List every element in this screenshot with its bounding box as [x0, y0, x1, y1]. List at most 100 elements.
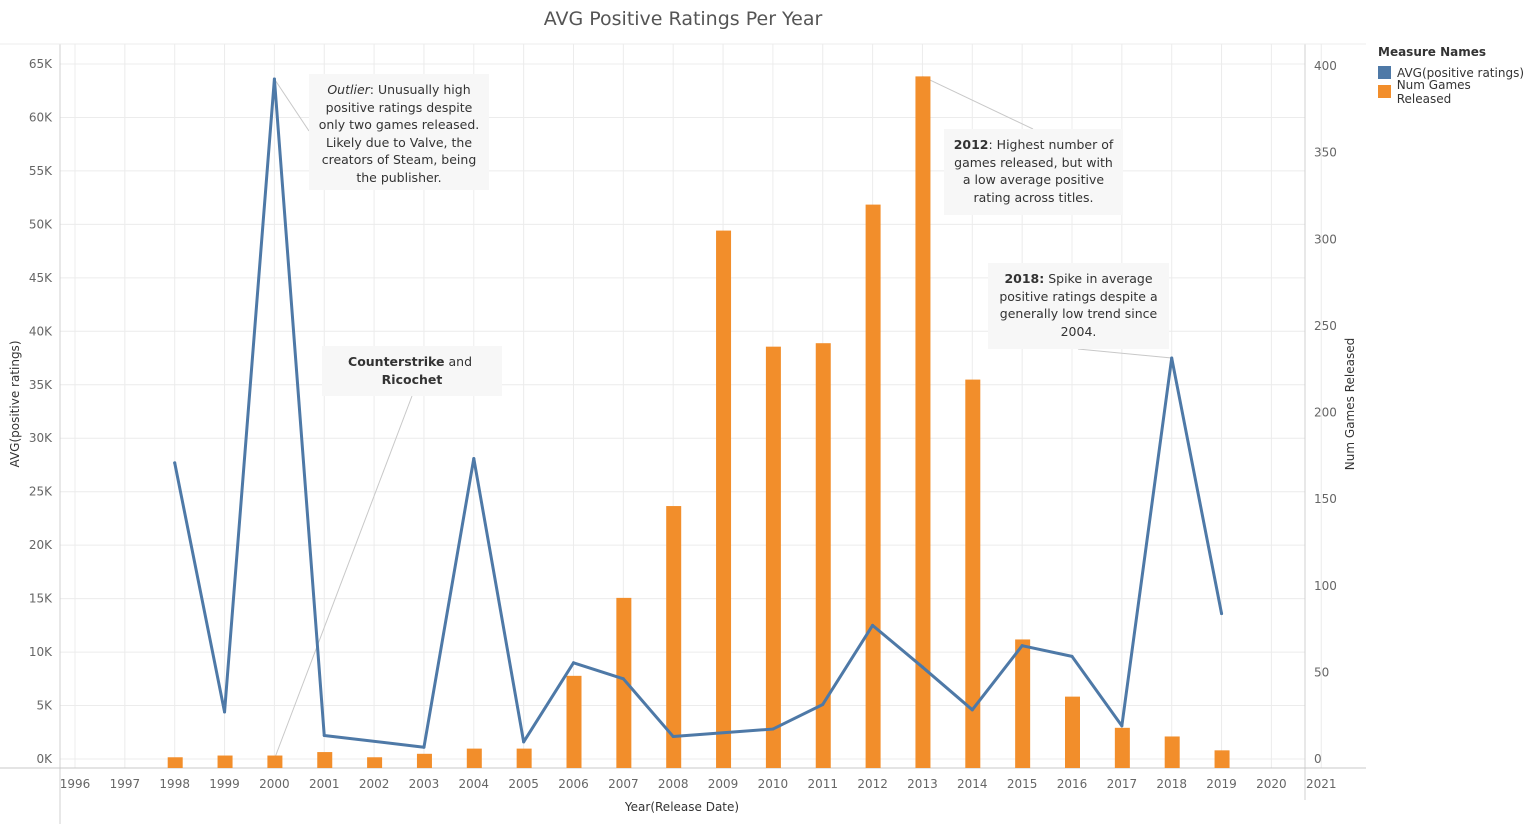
bar	[666, 506, 682, 768]
x-tick-label: 2006	[558, 777, 589, 791]
annotation-2012: 2012: Highest number of games released, …	[944, 129, 1123, 215]
line-point	[272, 77, 276, 81]
x-tick-label: 2021	[1306, 777, 1337, 791]
line-point	[1220, 612, 1224, 616]
bar	[267, 755, 283, 768]
x-tick-label: 1997	[110, 777, 141, 791]
bar	[1164, 736, 1180, 768]
annotation-2018-label: 2018:	[1004, 271, 1045, 286]
line-point	[472, 457, 476, 461]
bar	[1214, 750, 1230, 768]
y-right-tick-label: 200	[1314, 406, 1337, 420]
x-tick-label: 2009	[708, 777, 739, 791]
line-point	[621, 677, 625, 681]
bar	[965, 379, 981, 768]
y-right-tick-label: 350	[1314, 146, 1337, 160]
legend-title: Measure Names	[1378, 45, 1487, 59]
x-tick-label: 1999	[209, 777, 240, 791]
x-axis-label: Year(Release Date)	[624, 800, 739, 814]
x-tick-label: 2017	[1107, 777, 1138, 791]
y-left-tick-label: 60K	[29, 110, 53, 124]
annotation-outlier-text: : Unusually high positive ratings despit…	[318, 82, 480, 185]
line-point	[572, 661, 575, 665]
legend-swatch-avg	[1378, 66, 1391, 79]
x-tick-label: 2000	[259, 777, 290, 791]
annotation-counterstrike-name1: Counterstrike	[348, 354, 445, 369]
line-series	[173, 77, 1224, 749]
y-right-tick-label: 400	[1314, 59, 1337, 73]
y-right-tick-label: 300	[1314, 232, 1337, 246]
annotation-outlier: Outlier: Unusually high positive ratings…	[309, 74, 489, 190]
x-tick-label: 2001	[309, 777, 340, 791]
x-tick-label: 2002	[359, 777, 390, 791]
bar	[1114, 727, 1130, 768]
y-right-tick-label: 100	[1314, 579, 1337, 593]
y-left-tick-label: 15K	[29, 592, 53, 606]
y-right-tick-label: 0	[1314, 752, 1322, 766]
x-tick-label: 2014	[957, 777, 988, 791]
line-point	[671, 735, 675, 739]
legend-item-avg[interactable]: AVG(positive ratings)	[1378, 63, 1526, 82]
y-left-tick-label: 65K	[29, 57, 53, 71]
line-point	[322, 733, 326, 737]
x-tick-label: 2011	[807, 777, 838, 791]
bar	[367, 757, 383, 768]
x-tick-label: 2018	[1156, 777, 1187, 791]
y-left-tick-label: 25K	[29, 485, 53, 499]
legend-label-avg: AVG(positive ratings)	[1397, 65, 1524, 80]
line-point	[223, 710, 227, 714]
legend-item-num-games[interactable]: Num Games Released	[1378, 78, 1526, 106]
annotation-leaders	[273, 75, 1172, 760]
line-point	[1170, 356, 1174, 360]
y-left-tick-label: 30K	[29, 431, 53, 445]
y-left-tick-label: 10K	[29, 645, 53, 659]
line-point	[173, 461, 177, 465]
bar	[1065, 696, 1080, 768]
leader-2018	[1077, 348, 1172, 359]
y-left-tick-label: 50K	[29, 217, 53, 231]
x-tick-label: 2013	[907, 777, 938, 791]
annotation-counterstrike: Counterstrike and Ricochet	[322, 346, 502, 396]
x-tick-label: 2012	[857, 777, 888, 791]
line-point	[422, 745, 426, 749]
y-left-tick-label: 35K	[29, 378, 53, 392]
y-left-tick-label: 45K	[29, 271, 53, 285]
annotation-counterstrike-name2: Ricochet	[381, 371, 443, 387]
bar	[716, 230, 732, 768]
bar	[516, 748, 532, 768]
y-right-tick-label: 150	[1314, 492, 1337, 506]
bar	[217, 755, 233, 768]
line-point	[522, 740, 526, 744]
bar	[167, 757, 183, 768]
leader-outlier	[273, 78, 310, 132]
legend: Measure Names AVG(positive ratings) Num …	[1378, 45, 1526, 106]
bar	[616, 597, 632, 768]
line-point	[821, 702, 825, 706]
annotation-counterstrike-and: and	[444, 354, 476, 369]
legend-label-num-games: Num Games Released	[1396, 77, 1471, 106]
bar	[416, 753, 432, 768]
x-tick-label: 2020	[1256, 777, 1287, 791]
bar	[915, 76, 931, 768]
y-left-tick-label: 55K	[29, 164, 53, 178]
bar	[1015, 639, 1031, 768]
leader-counterstrike	[273, 395, 413, 760]
chart-title: AVG Positive Ratings Per Year	[543, 8, 823, 30]
annotation-2018: 2018: Spike in average positive ratings …	[988, 263, 1169, 349]
line-point	[1070, 654, 1074, 658]
x-tick-label: 2007	[608, 777, 639, 791]
line-point	[970, 708, 974, 712]
x-tick-label: 2004	[459, 777, 490, 791]
legend-swatch-num-games	[1378, 85, 1391, 98]
x-tick-label: 1996	[60, 777, 91, 791]
x-tick-label: 2019	[1206, 777, 1237, 791]
line-point	[920, 665, 924, 669]
line-point	[1020, 644, 1024, 648]
bar	[566, 675, 582, 768]
line-point	[771, 727, 775, 731]
y-left-tick-label: 20K	[29, 538, 53, 552]
y-right-tick-label: 50	[1314, 665, 1329, 679]
bar-series	[167, 76, 1230, 769]
x-tick-label: 2005	[508, 777, 539, 791]
line-point	[1120, 724, 1124, 728]
